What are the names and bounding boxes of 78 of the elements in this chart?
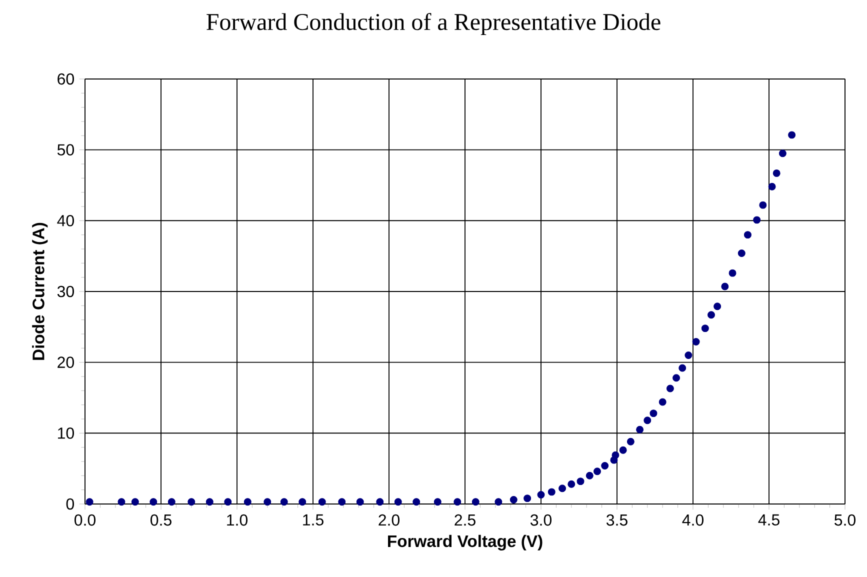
point — [510, 496, 518, 504]
point — [601, 462, 609, 470]
point — [626, 438, 634, 446]
y-tick-label: 30 — [57, 286, 74, 298]
point — [280, 498, 288, 506]
point — [131, 498, 139, 506]
point — [454, 498, 462, 506]
point — [721, 282, 729, 290]
y-tick-label: 60 — [58, 73, 74, 85]
point — [576, 478, 584, 486]
point — [666, 384, 674, 392]
point — [168, 498, 176, 506]
point — [376, 498, 384, 506]
point — [744, 231, 752, 239]
point — [394, 498, 402, 506]
x-tick-label: 2.0 — [378, 514, 400, 526]
point — [338, 498, 346, 506]
point — [708, 311, 715, 319]
point — [772, 169, 780, 177]
point — [692, 338, 700, 346]
point — [619, 446, 627, 454]
point — [568, 480, 576, 488]
x-tick-label: 3.5 — [606, 514, 628, 526]
point — [714, 302, 722, 310]
point — [318, 498, 326, 506]
y-tick-label: 40 — [57, 214, 74, 226]
point — [768, 182, 776, 190]
y-axis-title: Diode Current (A) — [32, 222, 48, 360]
point — [150, 498, 158, 506]
point — [434, 498, 442, 506]
point — [118, 498, 126, 506]
point — [753, 216, 761, 224]
x-tick-label: 0.5 — [150, 514, 172, 526]
x-tick-label: 1.5 — [303, 514, 324, 526]
point — [586, 472, 594, 480]
point — [788, 131, 796, 139]
x-axis-title: Forward Voltage (V) — [388, 534, 542, 550]
point — [494, 498, 502, 506]
chart-title: Forward Conduction of a Representative Diode — [206, 12, 660, 35]
point — [778, 150, 786, 158]
point — [678, 364, 686, 372]
point — [356, 498, 364, 506]
point — [594, 468, 601, 476]
y-tick-label: 0 — [66, 498, 74, 510]
point — [264, 498, 272, 506]
point — [658, 398, 666, 406]
x-tick-label: 0.0 — [74, 514, 96, 526]
x-tick-label: 4.0 — [682, 514, 704, 526]
point — [206, 498, 214, 506]
point — [412, 498, 420, 506]
point — [612, 451, 620, 459]
point — [188, 498, 196, 506]
point — [472, 498, 480, 506]
point — [244, 498, 252, 506]
point — [759, 201, 767, 209]
point — [644, 416, 652, 424]
x-tick-label: 4.5 — [758, 514, 780, 526]
point — [738, 250, 746, 257]
point — [86, 498, 94, 506]
point — [224, 498, 232, 506]
point — [548, 488, 556, 496]
point — [672, 374, 680, 382]
x-tick-label: 2.5 — [454, 514, 476, 526]
point — [537, 491, 545, 499]
point — [298, 498, 306, 506]
y-tick-label: 50 — [57, 144, 74, 156]
y-tick-label: 10 — [58, 427, 74, 439]
point — [684, 352, 692, 359]
point — [636, 426, 644, 434]
point — [701, 324, 709, 332]
point — [524, 494, 532, 502]
point — [650, 410, 658, 418]
x-tick-label: 5.0 — [834, 514, 856, 526]
point — [558, 484, 566, 492]
y-tick-label: 20 — [58, 356, 74, 368]
x-tick-label: 3.0 — [530, 514, 552, 526]
point — [728, 269, 736, 277]
x-tick-label: 1.0 — [227, 514, 248, 526]
